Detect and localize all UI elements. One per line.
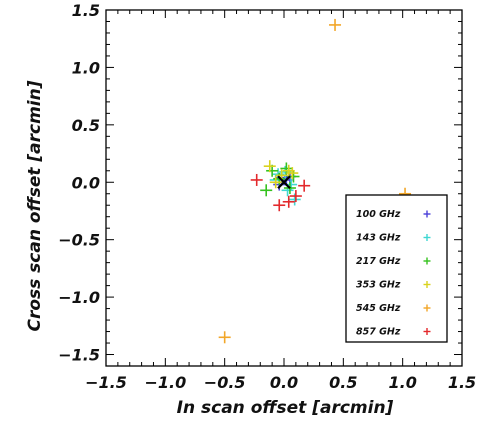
data-point (218, 331, 231, 344)
x-tick-label: −1.5 (85, 373, 127, 392)
data-point (273, 199, 286, 212)
y-tick-label: 0.0 (72, 173, 100, 192)
data-point (250, 173, 263, 186)
x-tick-label: −0.5 (204, 373, 246, 392)
x-axis: −1.5 −1.0 −0.5 0.0 0.5 1.0 1.5 (85, 10, 476, 392)
y-tick-label: 0.5 (72, 116, 100, 135)
legend-marker (423, 257, 431, 265)
legend-box (345, 194, 448, 343)
legend-label: 857 GHz (356, 327, 401, 338)
data-point (282, 195, 295, 208)
x-tick-label: 0.5 (329, 373, 357, 392)
data-point (260, 184, 273, 197)
legend-marker (423, 328, 431, 335)
x-tick-label: 1.5 (448, 373, 476, 392)
data-point (289, 190, 302, 203)
y-tick-label: −1.0 (58, 288, 100, 307)
data-point (269, 176, 282, 189)
y-tick-label: 1.5 (72, 1, 100, 20)
legend: 100 GHz 143 GHz 217 GHz 353 GHz 545 GHz 857 G… (345, 194, 448, 343)
x-tick-label: 0.0 (270, 373, 298, 392)
y-axis: −1.5 −1.0 −0.5 0.0 0.5 1.0 1.5 (58, 1, 462, 367)
data-point (263, 160, 276, 173)
center-cross-marker (277, 175, 291, 190)
legend-label: 143 GHz (356, 233, 401, 244)
data-points (218, 18, 412, 344)
y-tick-label: −1.5 (58, 346, 100, 365)
x-axis-title: In scan offset [arcmin] (177, 398, 394, 418)
legend-label: 353 GHz (356, 280, 401, 291)
legend-marker (423, 304, 431, 312)
data-point (298, 179, 311, 192)
legend-marker (423, 234, 431, 241)
legend-label: 217 GHz (356, 256, 401, 267)
y-tick-label: 1.0 (72, 58, 100, 77)
legend-marker (423, 210, 431, 218)
y-axis-title: Cross scan offset [arcmin] (25, 80, 45, 331)
legend-label: 100 GHz (356, 209, 401, 220)
data-point (329, 18, 342, 31)
data-point (286, 167, 299, 180)
legend-label: 545 GHz (356, 303, 401, 314)
center-cross-line (277, 175, 291, 190)
legend-marker (423, 281, 431, 288)
y-tick-label: −0.5 (58, 231, 100, 250)
x-tick-label: −1.0 (144, 373, 186, 392)
x-tick-label: 1.0 (388, 373, 416, 392)
